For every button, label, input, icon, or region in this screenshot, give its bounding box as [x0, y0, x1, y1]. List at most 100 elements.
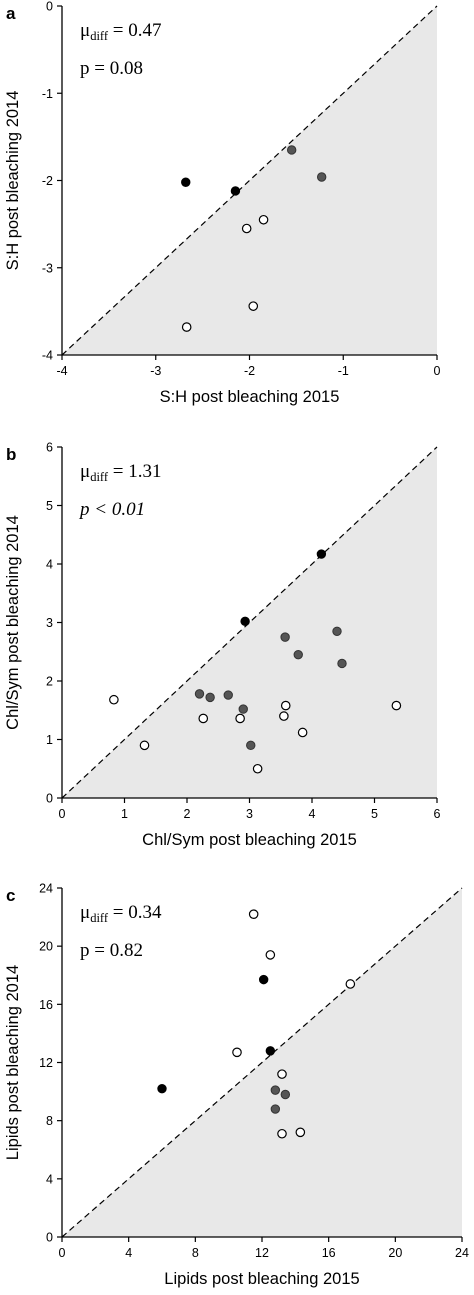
- data-point-open: [258, 214, 269, 225]
- data-point-open: [235, 713, 245, 724]
- data-point-gray: [280, 632, 290, 642]
- y-tick-label: 1: [46, 733, 53, 747]
- x-tick-label: -4: [56, 364, 67, 378]
- data-point-open: [277, 1069, 287, 1079]
- data-point-open: [248, 909, 259, 919]
- data-point-open: [232, 1047, 242, 1058]
- y-tick-label: -2: [42, 174, 53, 188]
- x-tick-label: -2: [244, 364, 255, 378]
- x-tick-label: 16: [322, 1246, 336, 1260]
- y-axis-title: S:H post bleaching 2014: [4, 91, 22, 271]
- data-point-gray: [270, 1104, 281, 1114]
- x-tick-label: 6: [434, 807, 441, 821]
- data-point-open: [181, 322, 192, 332]
- data-point-black: [258, 974, 269, 985]
- panel-letter: c: [6, 886, 15, 905]
- data-point-open: [248, 301, 259, 311]
- x-tick-label: 2: [184, 807, 191, 821]
- data-point-gray: [293, 649, 303, 660]
- x-tick-label: 20: [388, 1246, 402, 1260]
- chart-panel-c: 0 4 8 12 16 20 24 0 4 8 12 16 20 24 Lipids post bleach…: [4, 882, 469, 1289]
- x-axis-title: S:H post bleaching 2015: [160, 388, 340, 406]
- x-tick-label: 0: [59, 807, 66, 821]
- x-tick-label: 1: [121, 807, 128, 821]
- data-point-gray: [205, 692, 215, 703]
- diagonal-line: [61, 5, 438, 356]
- y-tick-label: 24: [39, 882, 53, 896]
- data-point-gray: [280, 1089, 291, 1100]
- y-tick-label: 8: [46, 1114, 53, 1128]
- x-tick-label: 3: [246, 807, 253, 821]
- y-tick-label: 12: [39, 1056, 53, 1070]
- y-tick-label: 16: [39, 998, 53, 1012]
- data-point-black: [181, 177, 191, 187]
- data-point-gray: [194, 689, 205, 699]
- y-tick-label: 0: [46, 1231, 53, 1245]
- data-point-black: [230, 186, 241, 196]
- data-point-black: [265, 1046, 276, 1056]
- p-value-annotation: p < 0.01: [78, 499, 145, 520]
- x-tick-label: 4: [125, 1246, 132, 1260]
- data-point-open: [265, 950, 276, 960]
- y-tick-label: 0: [46, 792, 53, 806]
- data-point-open: [345, 979, 356, 989]
- y-tick-label: 6: [46, 441, 53, 455]
- data-point-open: [279, 711, 289, 721]
- y-tick-label: 4: [46, 1172, 53, 1186]
- data-point-open: [139, 740, 150, 751]
- y-tick-label: 4: [46, 558, 53, 572]
- data-point-open: [277, 1128, 287, 1139]
- y-tick-label: 0: [46, 0, 53, 14]
- data-point-gray: [337, 658, 347, 669]
- data-point-black: [157, 1083, 167, 1094]
- x-tick-label: 0: [434, 364, 441, 378]
- y-tick-label: -1: [42, 87, 53, 101]
- panel-letter: a: [6, 4, 16, 23]
- x-tick-label: 12: [255, 1246, 269, 1260]
- y-axis-title: Chl/Sym post bleaching 2014: [4, 515, 22, 730]
- panel-letter: b: [6, 445, 16, 464]
- p-value-annotation: p = 0.08: [80, 58, 143, 79]
- x-tick-label: -3: [150, 364, 161, 378]
- mu-diff-annotation: μdiff = 1.31: [80, 461, 161, 484]
- x-axis-title: Chl/Sym post bleaching 2015: [142, 831, 357, 849]
- chart-panel-b: 0 1 2 3 4 5 6 0 1 2 3 4 5 6 Chl/Sym post bleaching 201…: [4, 441, 441, 850]
- data-point-black: [316, 549, 327, 559]
- diagonal-line: [61, 446, 438, 799]
- mu-diff-annotation: μdiff = 0.34: [80, 902, 162, 925]
- chart-panel-a: -4 -3 -2 -1 0 -4 -3 -2 -1 0 S:H post bleaching 201…: [4, 0, 441, 406]
- data-point-open: [241, 223, 252, 234]
- x-tick-label: -1: [338, 364, 349, 378]
- data-point-open: [295, 1127, 306, 1138]
- x-tick-label: 4: [309, 807, 316, 821]
- data-point-gray: [332, 626, 342, 636]
- data-point-open: [252, 763, 263, 774]
- mu-diff-annotation: μdiff = 0.47: [80, 20, 161, 43]
- data-point-open: [198, 713, 209, 724]
- y-tick-label: 20: [39, 940, 53, 954]
- data-point-open: [391, 700, 402, 711]
- x-tick-label: 8: [192, 1246, 199, 1260]
- data-point-gray: [238, 704, 248, 714]
- x-tick-label: 24: [455, 1246, 469, 1260]
- x-tick-label: 0: [59, 1246, 66, 1260]
- data-point-gray: [270, 1085, 281, 1095]
- y-axis-title: Lipids post bleaching 2014: [4, 965, 22, 1160]
- y-tick-label: 5: [46, 499, 53, 513]
- data-point-gray: [286, 145, 297, 155]
- data-point-gray: [316, 172, 327, 182]
- data-point-open: [297, 727, 308, 738]
- diagonal-line: [61, 887, 463, 1238]
- data-point-black: [240, 616, 250, 627]
- data-point-gray: [246, 740, 256, 751]
- x-tick-label: 5: [371, 807, 378, 821]
- data-point-open: [280, 700, 291, 711]
- y-tick-label: -3: [42, 261, 53, 275]
- y-tick-label: 2: [46, 675, 53, 689]
- p-value-annotation: p = 0.82: [80, 940, 143, 961]
- y-tick-label: -4: [42, 349, 53, 363]
- data-point-gray: [223, 690, 233, 700]
- data-point-open: [109, 694, 119, 705]
- x-axis-title: Lipids post bleaching 2015: [164, 1270, 359, 1288]
